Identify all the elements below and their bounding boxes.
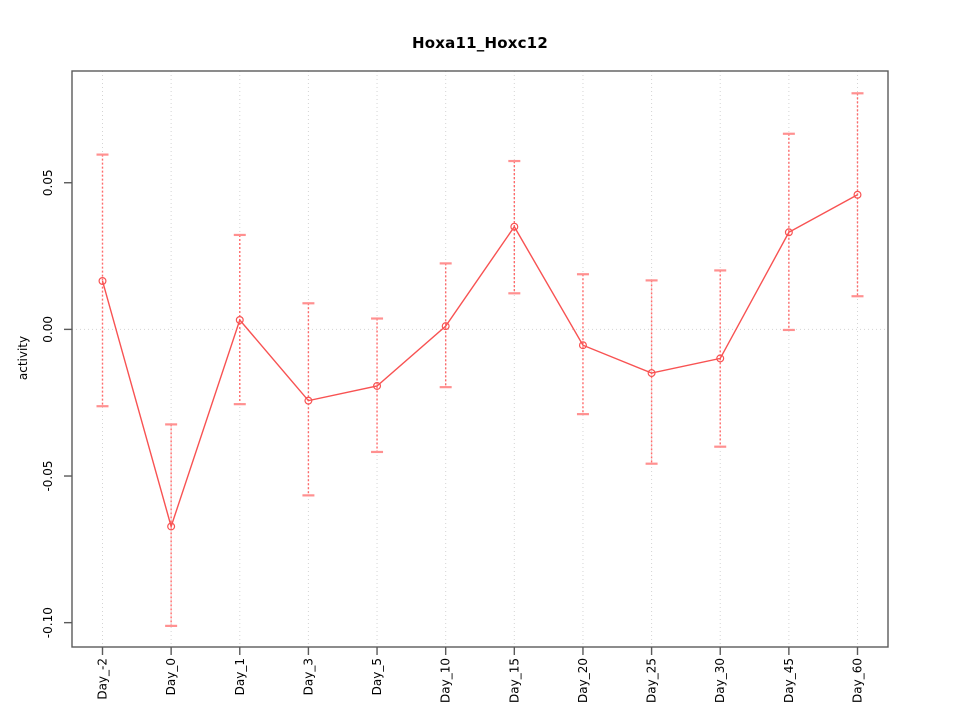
x-tick-label: Day_45: [782, 658, 796, 703]
x-tick-label: Day_1: [233, 658, 247, 695]
plot-frame: [71, 70, 889, 648]
data-point: [373, 381, 382, 390]
data-point: [716, 354, 725, 363]
x-tick-label: Day_25: [645, 658, 659, 703]
x-tick-label: Day_10: [439, 658, 453, 703]
x-tick-label: Day_20: [576, 658, 590, 703]
x-tick-label: Day_15: [507, 658, 521, 703]
y-tick-label: -0.05: [41, 460, 55, 491]
series-line: [101, 194, 858, 529]
data-point: [647, 369, 656, 378]
chart-title: Hoxa11_Hoxc12: [412, 34, 548, 52]
data-point: [441, 322, 450, 331]
data-point: [235, 315, 244, 324]
data-point: [853, 190, 862, 199]
data-point: [578, 341, 587, 350]
data-point: [784, 228, 793, 237]
y-tick-label: 0.05: [41, 169, 55, 196]
x-tick-label: Day_0: [164, 658, 178, 695]
x-tick-label: Day_30: [713, 658, 727, 703]
data-point: [167, 522, 176, 531]
x-tick-label: Day_-2: [96, 658, 110, 700]
x-tick-label: Day_5: [370, 658, 384, 695]
data-point: [98, 276, 107, 285]
data-point: [510, 222, 519, 231]
x-tick-label: Day_60: [851, 658, 865, 703]
data-point: [304, 396, 313, 405]
x-tick-label: Day_3: [301, 658, 315, 695]
y-tick-label: 0.00: [41, 316, 55, 343]
y-tick-label: -0.10: [41, 607, 55, 638]
